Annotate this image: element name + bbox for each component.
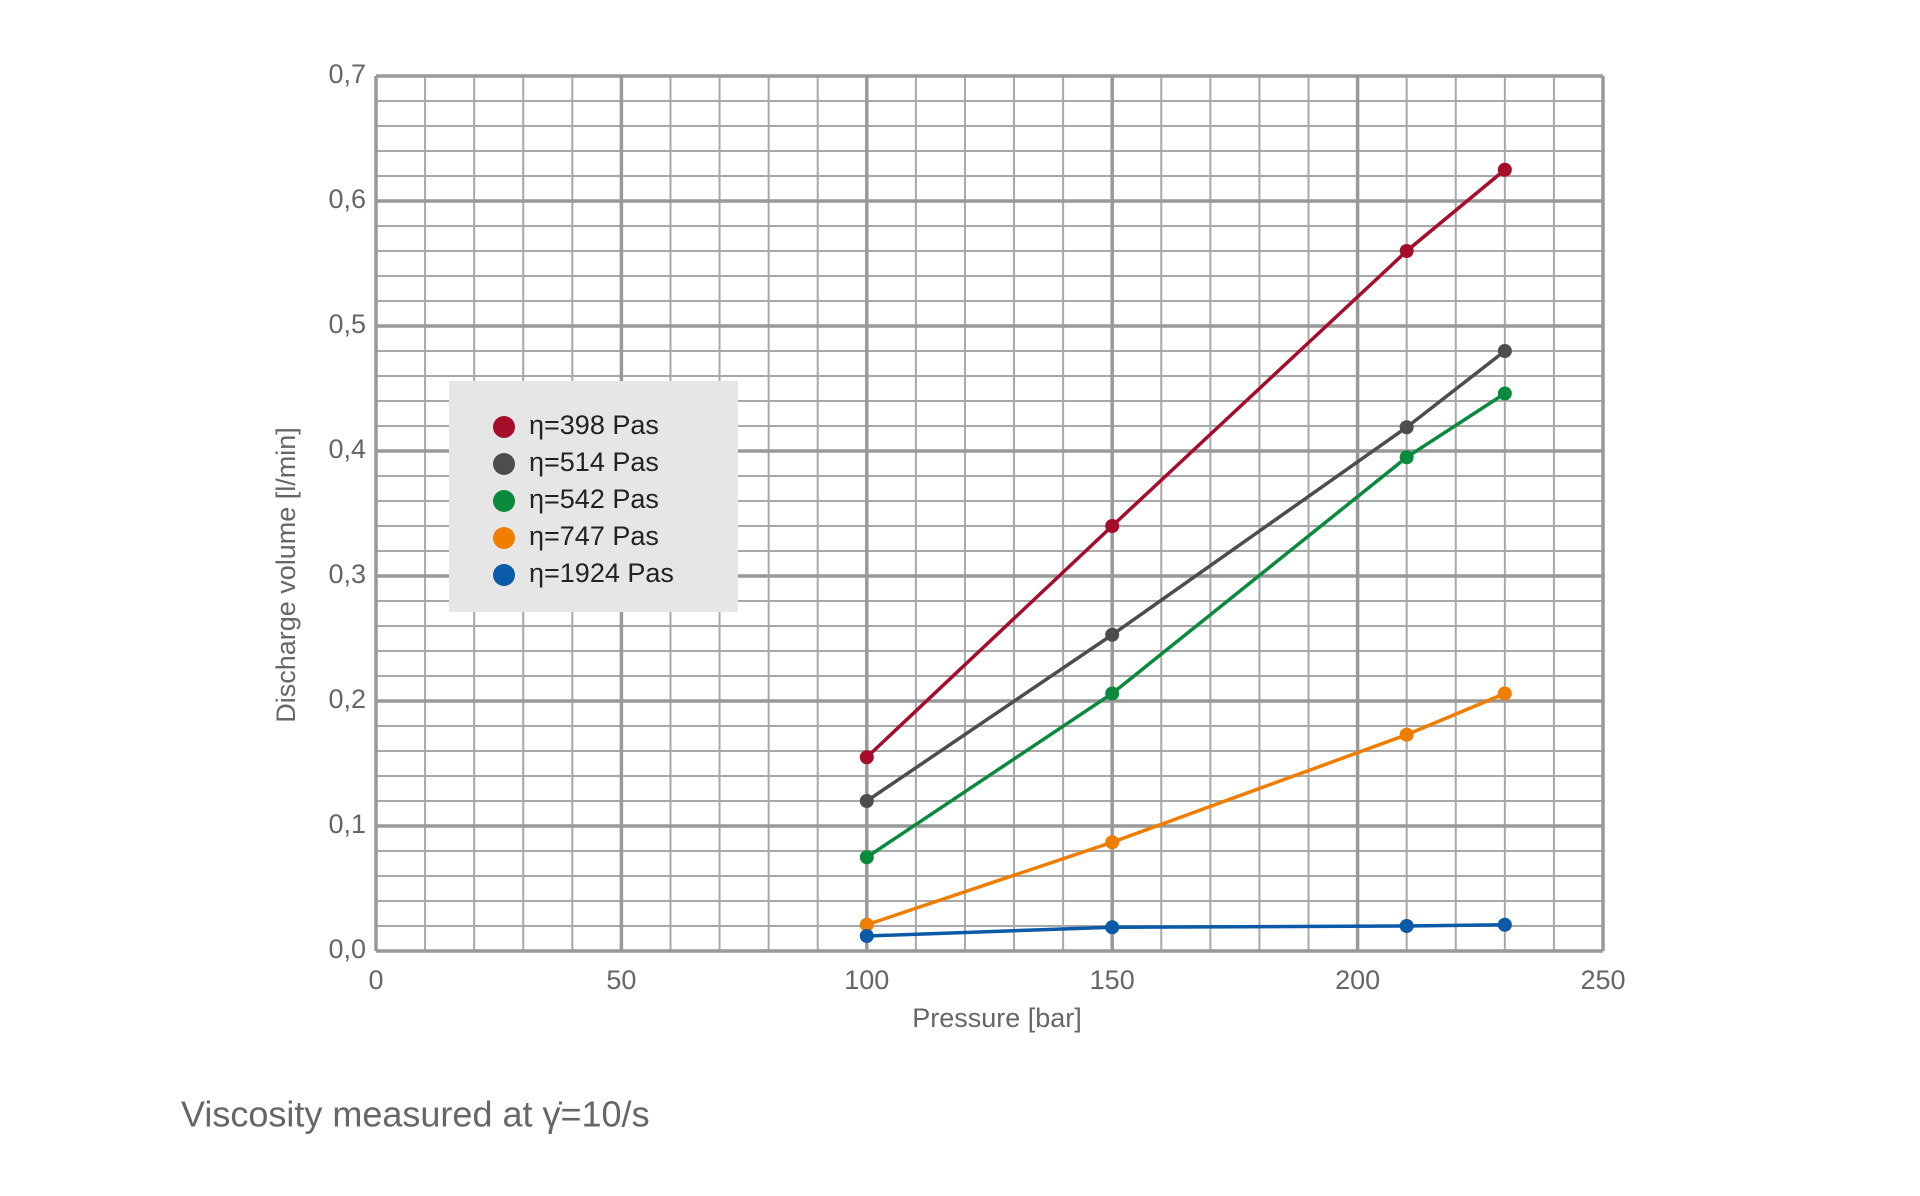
data-point — [1497, 686, 1512, 701]
data-point — [1399, 450, 1414, 465]
y-tick-label: 0,6 — [328, 184, 366, 214]
legend-marker — [493, 490, 515, 512]
series-line — [866, 691, 1506, 927]
grid: 0 50 100 150 200 250 0,0 0,1 0,2 0,3 0,4 0,5 0,6 0,7 — [328, 59, 1625, 995]
data-point — [1105, 519, 1120, 533]
x-tick-label: 200 — [1335, 965, 1380, 995]
y-tick-label: 0,0 — [328, 934, 366, 964]
data-point — [859, 750, 874, 765]
y-axis-title: Discharge volume [l/min] — [271, 427, 301, 723]
data-point — [859, 850, 874, 865]
data-point — [859, 917, 874, 932]
footnote: Viscosity measured at γ̇=10/s — [181, 1094, 650, 1135]
y-tick-label: 0,2 — [328, 684, 366, 714]
legend-label: η=542 Pas — [529, 484, 659, 514]
legend-label: η=514 Pas — [529, 447, 659, 477]
data-point — [1399, 420, 1414, 435]
series-line — [866, 923, 1505, 938]
data-point — [1105, 920, 1120, 935]
legend-marker — [493, 453, 515, 475]
data-point — [1105, 686, 1120, 701]
x-tick-label: 50 — [606, 965, 636, 995]
x-tick-label: 100 — [844, 965, 889, 995]
data-point — [1399, 727, 1414, 742]
data-point — [859, 794, 874, 808]
x-tick-label: 150 — [1090, 965, 1135, 995]
legend-marker — [493, 416, 515, 438]
legend-label: η=747 Pas — [529, 521, 659, 551]
series-line — [865, 392, 1506, 859]
y-tick-label: 0,4 — [328, 434, 366, 464]
series-line — [865, 168, 1506, 759]
x-tick-label: 0 — [368, 965, 383, 995]
legend: η=398 Pas η=514 Pas η=542 Pas η=747 Pas η=19… — [493, 410, 674, 588]
data-point — [1399, 919, 1414, 933]
x-axis-title: Pressure [bar] — [912, 1003, 1082, 1033]
legend-label: η=398 Pas — [529, 410, 659, 440]
y-tick-label: 0,3 — [328, 559, 366, 589]
x-tick-label: 250 — [1580, 965, 1625, 995]
y-tick-label: 0,5 — [328, 309, 366, 339]
data-point — [1497, 162, 1512, 177]
plot — [859, 162, 1512, 943]
data-point — [1399, 244, 1414, 258]
data-point — [1105, 835, 1120, 850]
legend-marker — [493, 564, 515, 586]
y-tick-label: 0,7 — [328, 59, 366, 89]
data-point — [1497, 386, 1512, 401]
legend-label: η=1924 Pas — [529, 558, 674, 588]
y-tick-label: 0,1 — [328, 809, 366, 839]
series-line — [865, 349, 1506, 803]
legend-marker — [493, 527, 515, 549]
data-point — [859, 929, 874, 943]
data-point — [1105, 627, 1120, 642]
data-point — [1497, 917, 1512, 932]
data-point — [1497, 344, 1512, 358]
